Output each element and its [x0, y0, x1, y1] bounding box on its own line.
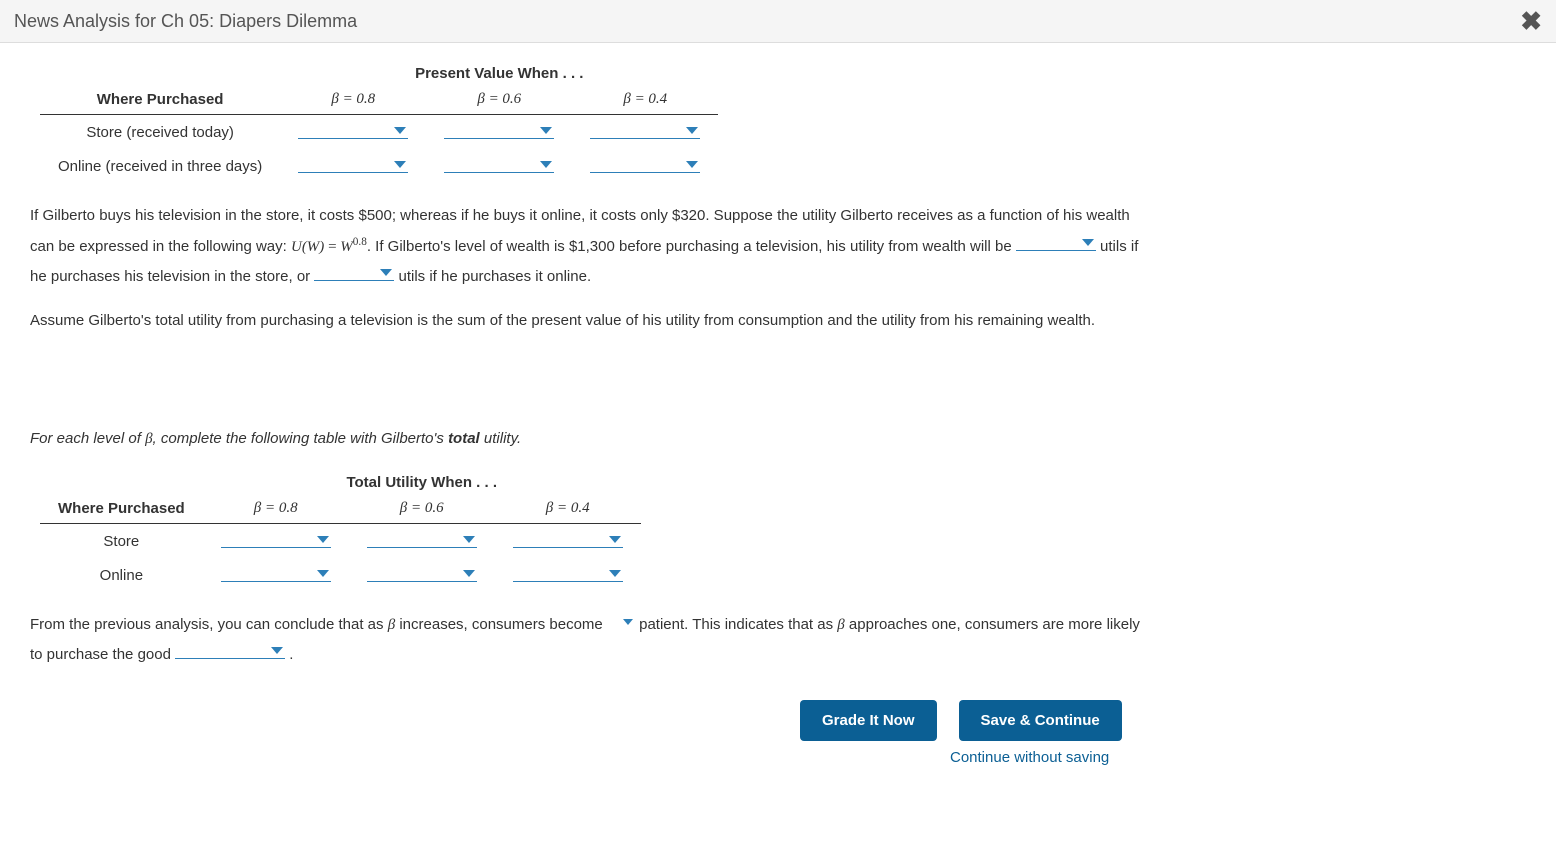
chevron-down-icon [686, 161, 698, 168]
dropdown-blank[interactable] [1016, 233, 1096, 251]
chevron-down-icon [380, 269, 392, 276]
table1-beta-0: β = 0.8 [280, 84, 426, 115]
table-row: Online [40, 558, 641, 592]
text: patient. This indicates that as [639, 616, 837, 633]
close-icon[interactable]: ✖ [1520, 8, 1542, 34]
text: utils if he purchases it online. [399, 268, 592, 285]
chevron-down-icon [1082, 239, 1094, 246]
continue-without-saving-link[interactable]: Continue without saving [950, 749, 1109, 766]
dropdown-blank[interactable] [513, 530, 623, 548]
table1-superheader: Present Value When . . . [280, 59, 718, 84]
text: . [289, 646, 293, 663]
row-label: Online (received in three days) [40, 149, 280, 183]
action-buttons: Grade It Now Save & Continue [800, 700, 1450, 741]
dropdown-blank[interactable] [314, 263, 394, 281]
modal-title: News Analysis for Ch 05: Diapers Dilemma [14, 11, 357, 32]
chevron-down-icon [317, 570, 329, 577]
chevron-down-icon [609, 536, 621, 543]
chevron-down-icon [394, 127, 406, 134]
dropdown-blank[interactable] [590, 121, 700, 139]
text: For each level of [30, 430, 145, 447]
instruction-table2: For each level of β, complete the follow… [30, 424, 1150, 454]
table-row: Store (received today) [40, 115, 718, 150]
save-continue-button[interactable]: Save & Continue [959, 700, 1122, 741]
chevron-down-icon [609, 570, 621, 577]
dropdown-blank[interactable] [367, 564, 477, 582]
table2-beta-2: β = 0.4 [495, 493, 641, 524]
content-body: Present Value When . . . Where Purchased… [0, 43, 1480, 806]
paragraph-utility-function: If Gilberto buys his television in the s… [30, 201, 1150, 292]
dropdown-blank[interactable] [221, 564, 331, 582]
dropdown-blank[interactable] [221, 530, 331, 548]
row-label: Store [40, 524, 203, 559]
utility-formula: U(W) = W0.8 [291, 239, 367, 255]
chevron-down-icon [623, 619, 633, 625]
paragraph-conclusion: From the previous analysis, you can conc… [30, 610, 1150, 670]
total-utility-table: Total Utility When . . . Where Purchased… [40, 468, 641, 592]
row-label: Online [40, 558, 203, 592]
table1-beta-1: β = 0.6 [426, 84, 572, 115]
table2-beta-1: β = 0.6 [349, 493, 495, 524]
chevron-down-icon [686, 127, 698, 134]
beta-symbol: β [145, 431, 152, 447]
table-row: Store [40, 524, 641, 559]
table1-col-where: Where Purchased [40, 84, 280, 115]
text: , complete the following table with Gilb… [153, 430, 449, 447]
dropdown-blank[interactable] [298, 121, 408, 139]
text-bold: total [448, 430, 480, 447]
chevron-down-icon [463, 570, 475, 577]
text: . If Gilberto's level of wealth is $1,30… [367, 238, 1016, 255]
chevron-down-icon [463, 536, 475, 543]
paragraph-assumption: Assume Gilberto's total utility from pur… [30, 306, 1150, 336]
dropdown-blank[interactable] [444, 155, 554, 173]
chevron-down-icon [394, 161, 406, 168]
dropdown-blank[interactable] [590, 155, 700, 173]
text: increases, consumers become [395, 616, 607, 633]
present-value-table: Present Value When . . . Where Purchased… [40, 59, 718, 183]
chevron-down-icon [540, 127, 552, 134]
dropdown-blank[interactable] [298, 155, 408, 173]
modal-header: News Analysis for Ch 05: Diapers Dilemma… [0, 0, 1556, 43]
table2-superheader: Total Utility When . . . [203, 468, 641, 493]
chevron-down-icon [317, 536, 329, 543]
table-row: Online (received in three days) [40, 149, 718, 183]
dropdown-blank[interactable] [607, 611, 635, 629]
dropdown-blank[interactable] [513, 564, 623, 582]
dropdown-blank[interactable] [175, 641, 285, 659]
row-label: Store (received today) [40, 115, 280, 150]
table1-beta-2: β = 0.4 [572, 84, 718, 115]
table2-beta-0: β = 0.8 [203, 493, 349, 524]
content-scroll[interactable]: Present Value When . . . Where Purchased… [0, 43, 1556, 867]
table2-col-where: Where Purchased [40, 493, 203, 524]
dropdown-blank[interactable] [367, 530, 477, 548]
chevron-down-icon [540, 161, 552, 168]
chevron-down-icon [271, 647, 283, 654]
text: utility. [480, 430, 521, 447]
dropdown-blank[interactable] [444, 121, 554, 139]
text: From the previous analysis, you can conc… [30, 616, 388, 633]
grade-it-now-button[interactable]: Grade It Now [800, 700, 937, 741]
beta-symbol: β [837, 617, 844, 633]
